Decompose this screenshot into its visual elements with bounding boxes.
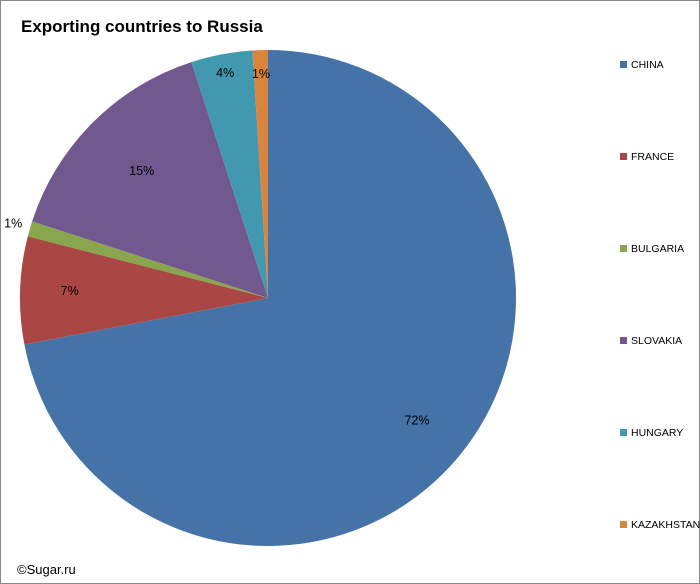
legend-swatch-hungary: [620, 429, 627, 436]
slice-france: [19, 236, 269, 345]
slice-labels: 72% 7% 1% 15% 4% 1%: [4, 66, 429, 427]
legend-label-china: CHINA: [631, 59, 664, 71]
pie-slices: [19, 50, 516, 547]
data-label-china: 72%: [404, 414, 429, 428]
legend-label-france: FRANCE: [631, 151, 674, 163]
legend: CHINA FRANCE BULGARIA SLOVAKIA HUNGARY KAZAKH…: [620, 59, 700, 531]
legend-label-slovakia: SLOVAKIA: [631, 335, 682, 347]
legend-swatch-kazakhstan: [620, 521, 627, 528]
data-label-bulgaria: 1%: [4, 216, 22, 230]
legend-label-hungary: HUNGARY: [631, 427, 683, 439]
slice-china: [24, 50, 516, 547]
legend-swatch-china: [620, 61, 627, 68]
slice-kazakhstan: [252, 50, 268, 298]
slice-slovakia: [32, 62, 268, 298]
legend-swatch-bulgaria: [620, 245, 627, 252]
legend-swatch-france: [620, 153, 627, 160]
slice-hungary: [191, 50, 268, 298]
data-label-slovakia: 15%: [129, 164, 154, 178]
chart-title: Exporting countries to Russia: [21, 17, 263, 36]
legend-label-bulgaria: BULGARIA: [631, 243, 684, 255]
legend-swatch-slovakia: [620, 337, 627, 344]
data-label-france: 7%: [61, 284, 79, 298]
data-label-kazakhstan: 1%: [252, 67, 270, 81]
copyright-text: ©Sugar.ru: [17, 562, 76, 577]
slice-bulgaria: [27, 221, 268, 298]
legend-label-kazakhstan: KAZAKHSTAN: [631, 519, 700, 531]
data-label-hungary: 4%: [216, 66, 234, 80]
